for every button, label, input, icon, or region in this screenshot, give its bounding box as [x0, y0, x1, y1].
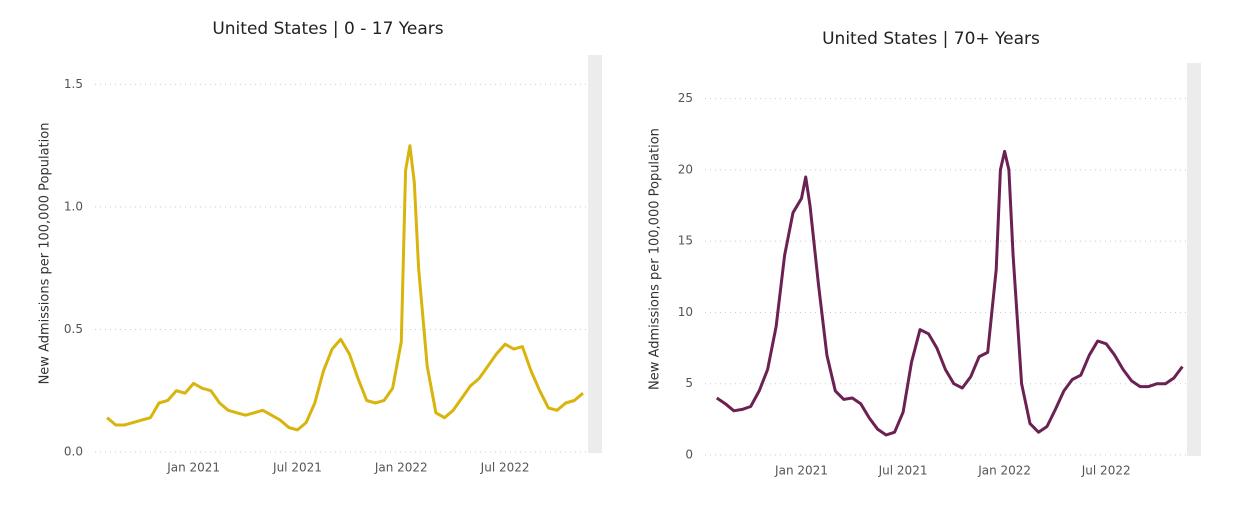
x-tick-label: Jan 2021 [166, 461, 220, 475]
data-line [715, 149, 1184, 437]
chart-title: United States | 70+ Years [822, 29, 1040, 49]
shade-band [1187, 63, 1201, 456]
y-tick-label: 5 [685, 376, 693, 390]
data-line [106, 144, 584, 432]
chart-title: United States | 0 - 17 Years [212, 19, 443, 39]
shade-band [588, 55, 602, 453]
x-tick-label: Jul 2022 [480, 461, 530, 475]
y-tick-label: 1.0 [64, 199, 83, 213]
y-tick-label: 25 [678, 91, 693, 105]
y-tick-label: 0.0 [64, 445, 83, 459]
x-tick-label: Jul 2021 [272, 461, 322, 475]
y-axis-label: New Admissions per 100,000 Population [38, 123, 53, 385]
y-tick-label: 20 [678, 162, 693, 176]
y-tick-label: 0.5 [64, 322, 83, 336]
x-tick-label: Jul 2021 [878, 464, 928, 478]
x-tick-label: Jan 2022 [977, 464, 1031, 478]
y-tick-label: 1.5 [64, 77, 83, 91]
y-tick-label: 0 [685, 448, 693, 462]
y-axis-label: New Admissions per 100,000 Population [648, 128, 663, 390]
x-tick-label: Jul 2022 [1081, 464, 1131, 478]
y-tick-label: 15 [678, 234, 693, 248]
y-tick-label: 10 [678, 305, 693, 319]
x-tick-label: Jan 2021 [774, 464, 828, 478]
x-tick-label: Jan 2022 [374, 461, 428, 475]
